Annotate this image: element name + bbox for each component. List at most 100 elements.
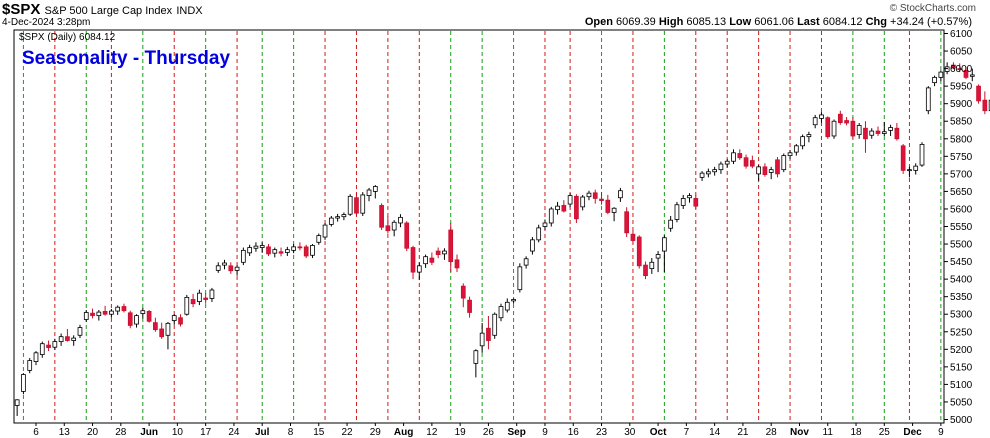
candle-132 [844, 117, 849, 126]
open-label: Open [584, 16, 613, 28]
candle-body [712, 169, 717, 173]
candle-body [900, 145, 906, 171]
candle-79 [511, 298, 516, 304]
candle-150 [957, 63, 963, 73]
high-value: 6085.13 [686, 16, 727, 28]
candle-147 [938, 70, 944, 81]
candle-56 [366, 187, 372, 202]
y-axis: 5000 5050 5100 5150 5200 5250 5300 5350 5400 5450… [944, 29, 973, 426]
candle-137 [875, 126, 881, 136]
candle-69 [448, 222, 454, 273]
candle-body [366, 189, 372, 197]
candle-75 [486, 315, 491, 350]
candle-124 [793, 144, 799, 156]
candle-0 [14, 399, 20, 416]
y-tick-label: 5950 [950, 82, 973, 93]
candle-body [768, 169, 774, 173]
candle-97 [624, 207, 630, 238]
candle-body [498, 306, 504, 319]
candle-body [354, 197, 359, 214]
candle-body [504, 301, 510, 311]
candle-body [159, 328, 165, 338]
candle-104 [668, 215, 674, 232]
x-tick-label: 12 [426, 427, 438, 438]
candle-131 [837, 110, 843, 125]
candle-body [586, 192, 592, 198]
candle-body [680, 198, 686, 206]
x-tick-label: 11 [823, 427, 834, 438]
candle-body [39, 343, 45, 355]
candle-12 [90, 308, 95, 319]
y-tick-label: 5150 [950, 362, 973, 373]
y-tick-label: 5100 [950, 380, 973, 391]
candle-109 [699, 171, 705, 181]
plot-area [13, 29, 945, 424]
y-tick-label: 5400 [950, 275, 973, 286]
candle-body [517, 266, 523, 291]
candle-body [492, 313, 498, 336]
candle-29 [197, 289, 202, 306]
candle-149 [951, 62, 956, 70]
x-tick-label: Nov [790, 427, 809, 438]
candle-20 [140, 307, 146, 319]
candle-body [467, 299, 472, 313]
candle-13 [96, 310, 102, 321]
candle-73 [473, 349, 479, 378]
candle-body [976, 85, 981, 102]
chg-label: Chg [865, 16, 887, 28]
candle-body [806, 134, 812, 138]
candle-body [687, 195, 692, 199]
y-tick-label: 6100 [950, 29, 973, 40]
candle-59 [385, 215, 391, 234]
candle-54 [354, 193, 359, 216]
high-label: High [658, 16, 684, 28]
candle-8 [65, 328, 70, 342]
candle-body [812, 117, 818, 126]
candle-140 [894, 122, 900, 141]
candle-body [831, 120, 837, 137]
candle-body [925, 87, 931, 112]
y-tick-label: 5600 [950, 204, 973, 215]
candle-2 [27, 358, 33, 374]
candle-90 [580, 194, 586, 211]
candle-body [322, 224, 328, 238]
y-tick-label: 5250 [950, 327, 973, 338]
candle-96 [618, 187, 623, 202]
x-tick-label: Dec [903, 427, 922, 438]
candle-39 [259, 242, 265, 253]
candle-body [856, 125, 862, 135]
candle-body [442, 250, 447, 255]
candle-84 [542, 219, 548, 231]
candle-body [749, 160, 755, 167]
y-tick-label: 5000 [950, 415, 973, 426]
candle-body [486, 327, 491, 341]
candle-body [630, 233, 636, 241]
candle-113 [724, 159, 730, 168]
candle-body [969, 74, 975, 77]
x-axis: 6 13 20 28 Jun 10 17 24 Jul 8 15 22 29 Aug 12 19 26 Sep 9 1… [33, 423, 944, 438]
candle-body [253, 245, 259, 249]
candle-68 [442, 248, 447, 260]
candle-36 [241, 247, 246, 266]
candle-118 [756, 165, 761, 181]
candle-88 [567, 193, 573, 208]
y-tick-label: 5700 [950, 169, 973, 180]
candle-11 [83, 310, 89, 322]
candle-body [14, 399, 20, 406]
x-tick-label: 9 [542, 427, 548, 438]
candle-body [134, 315, 139, 325]
candle-body [605, 199, 611, 213]
x-tick-label: Jul [255, 427, 270, 438]
x-tick-label: 26 [483, 427, 495, 438]
candle-60 [391, 220, 397, 237]
candle-body [454, 259, 460, 269]
candle-120 [768, 166, 774, 180]
candle-body [209, 289, 215, 299]
candle-135 [863, 121, 868, 153]
candle-100 [643, 261, 648, 280]
candle-43 [284, 246, 290, 256]
candle-24 [165, 321, 171, 350]
candle-body [52, 341, 58, 348]
candle-126 [806, 131, 812, 143]
candle-86 [555, 201, 560, 215]
